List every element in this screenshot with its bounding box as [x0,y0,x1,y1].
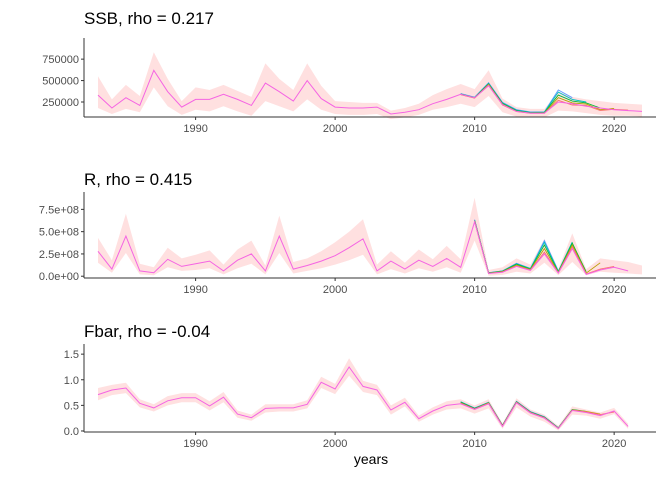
y-tick-label-r: 7.5e+08 [39,204,79,216]
panel-r: R, rho = 0.415 0.0e+00 2.5e+08 5.0e+08 7.5e+… [39,170,656,296]
confidence-band-r [98,197,642,276]
panel-title-fbar: Fbar, rho = -0.04 [84,322,210,341]
x-tick-label-fbar: 2020 [602,438,626,450]
y-tick-label-fbar: 0.5 [64,400,79,412]
panel-title-r: R, rho = 0.415 [84,170,192,189]
x-tick-label-ssb: 2020 [602,123,626,135]
x-tick-label-r: 2020 [602,284,626,296]
y-tick-label-ssb: 250000 [42,97,79,109]
x-tick-label-ssb: 1990 [183,123,207,135]
y-tick-label-ssb: 500000 [42,76,79,88]
panel-ssb: SSB, rho = 0.217 250000 500000 750000 1990 20… [42,9,656,135]
confidence-band-ssb [98,52,642,120]
x-tick-label-ssb: 2010 [462,123,486,135]
x-tick-label-r: 1990 [183,284,207,296]
panel-title-ssb: SSB, rho = 0.217 [84,9,214,28]
y-tick-label-fbar: 0.0 [64,426,79,438]
y-tick-label-r: 2.5e+08 [39,249,79,261]
series-line-ssb-retro-0 [97,69,643,115]
x-tick-label-fbar: 2000 [323,438,347,450]
x-tick-label-ssb: 2000 [323,123,347,135]
x-axis-label: years [354,451,388,467]
x-tick-label-r: 2000 [323,284,347,296]
panel-fbar: Fbar, rho = -0.04 0.0 0.5 1.0 1.5 1990 2000 201… [64,322,656,450]
y-tick-label-r: 0.0e+00 [39,271,79,283]
x-tick-label-fbar: 2010 [462,438,486,450]
y-tick-label-ssb: 750000 [42,54,79,66]
y-tick-label-fbar: 1.5 [64,349,79,361]
series-line-r-retro-0 [97,219,629,276]
x-tick-label-fbar: 1990 [183,438,207,450]
y-tick-label-fbar: 1.0 [64,375,79,387]
series-line-fbar-retro-0 [97,366,629,430]
confidence-band-fbar [98,358,629,431]
x-tick-label-r: 2010 [462,284,486,296]
y-tick-label-r: 5.0e+08 [39,227,79,239]
